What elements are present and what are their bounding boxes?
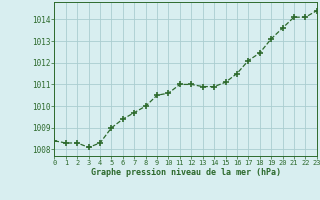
X-axis label: Graphe pression niveau de la mer (hPa): Graphe pression niveau de la mer (hPa) bbox=[91, 168, 281, 177]
